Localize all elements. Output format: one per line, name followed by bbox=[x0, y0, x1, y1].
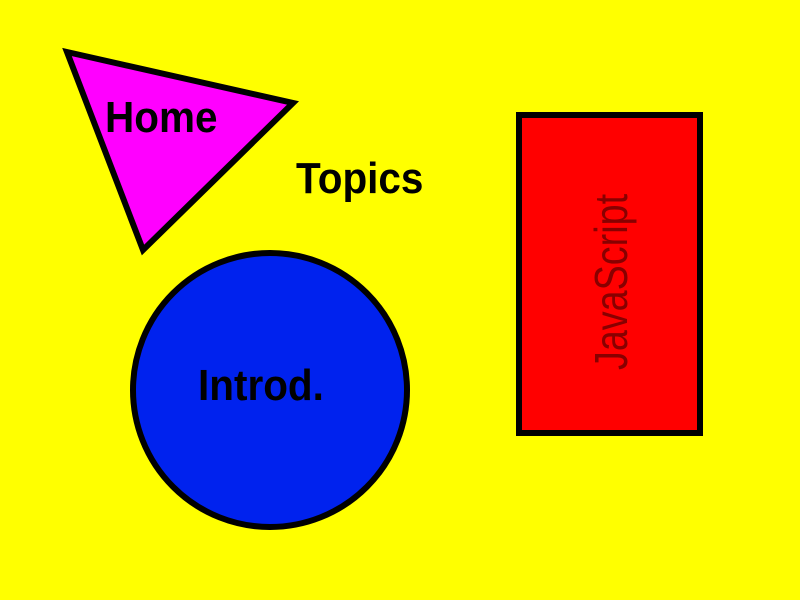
introd-circle-link[interactable] bbox=[130, 250, 410, 530]
home-link-label[interactable]: Home bbox=[105, 93, 218, 142]
javascript-link-label[interactable]: JavaScript bbox=[585, 193, 637, 371]
introd-link-label[interactable]: Introd. bbox=[198, 361, 324, 410]
topics-link[interactable]: Topics bbox=[296, 154, 424, 203]
home-triangle-link[interactable] bbox=[62, 47, 300, 256]
javascript-rect-link[interactable] bbox=[516, 112, 703, 436]
